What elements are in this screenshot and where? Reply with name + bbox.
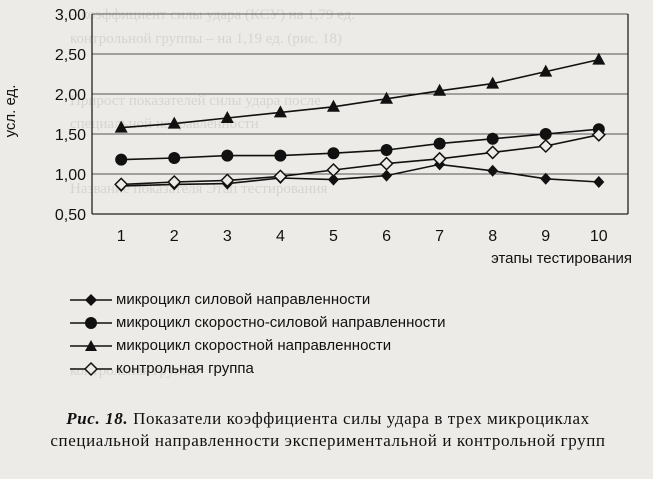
series-line xyxy=(121,58,599,129)
data-point xyxy=(167,116,181,129)
y-tick-label: 1,50 xyxy=(55,127,86,144)
data-point xyxy=(433,83,447,96)
series-line xyxy=(121,134,599,186)
x-tick-label: 2 xyxy=(170,228,179,245)
data-point xyxy=(593,176,605,188)
series-line xyxy=(121,163,599,187)
data-point xyxy=(167,174,182,190)
y-tick-label: 3,00 xyxy=(55,7,86,24)
legend-label: микроцикл силовой направленности xyxy=(116,291,371,308)
data-point xyxy=(326,99,340,112)
x-tick-label: 9 xyxy=(541,228,550,245)
x-tick-label: 3 xyxy=(223,228,232,245)
legend-label: микроцикл скоростно-силовой направленнос… xyxy=(116,314,446,331)
data-point xyxy=(221,149,234,162)
data-point xyxy=(220,173,235,188)
x-tick-label: 4 xyxy=(276,228,285,245)
data-point xyxy=(114,120,128,133)
data-point xyxy=(326,162,341,178)
data-point xyxy=(327,173,339,186)
legend-marker-triangle-filled xyxy=(70,339,112,351)
series-1 xyxy=(115,158,605,192)
x-tick-labels: 1 2 3 4 5 6 7 8 9 10 xyxy=(117,228,608,245)
data-point xyxy=(380,144,393,156)
figure-caption-text: Показатели коэффициента силы удара в тре… xyxy=(50,409,606,450)
x-tick-label: 6 xyxy=(382,228,391,245)
y-tick-label: 2,50 xyxy=(55,47,86,64)
x-tick-label: 8 xyxy=(488,228,497,245)
data-point xyxy=(168,152,181,164)
legend-marker-diamond-open xyxy=(70,361,112,376)
data-point xyxy=(540,172,552,185)
y-tick-label: 2,00 xyxy=(55,87,86,104)
data-point xyxy=(379,156,394,171)
data-point xyxy=(381,169,393,182)
data-point xyxy=(274,149,287,162)
y-tick-labels: 0,50 1,00 1,50 2,00 2,50 3,00 xyxy=(55,7,86,224)
figure-label: Рис. 18. xyxy=(66,409,129,428)
data-point xyxy=(486,132,499,145)
line-chart: 0,50 1,00 1,50 2,00 2,50 3,00 1 2 3 4 5 6 7 8 9 10 усл… xyxy=(2,7,632,267)
legend: микроцикл силовой направленности микроци… xyxy=(70,288,445,380)
legend-label: контрольная группа xyxy=(116,360,254,377)
legend-label: микроцикл скоростной направленности xyxy=(116,337,392,354)
legend-item-power: микроцикл силовой направленности xyxy=(70,288,445,311)
data-point xyxy=(591,127,606,142)
data-point xyxy=(433,137,446,150)
data-point xyxy=(273,169,288,184)
series-3 xyxy=(114,52,606,133)
data-point xyxy=(592,52,606,65)
legend-item-speed: микроцикл скоростной направленности xyxy=(70,334,445,357)
data-point xyxy=(115,153,128,166)
data-point xyxy=(220,111,234,123)
data-point xyxy=(486,76,500,89)
data-point xyxy=(432,151,447,166)
y-tick-label: 1,00 xyxy=(55,167,86,184)
series-group xyxy=(114,52,606,192)
data-point xyxy=(539,128,552,140)
y-axis-label: усл. ед. xyxy=(2,85,19,138)
data-point xyxy=(380,91,394,104)
data-point xyxy=(538,138,553,154)
x-tick-label: 7 xyxy=(435,228,444,245)
x-tick-label: 5 xyxy=(329,228,338,245)
series-line xyxy=(121,128,599,161)
data-point xyxy=(485,145,500,160)
legend-marker-diamond-filled xyxy=(70,293,112,306)
series-2 xyxy=(115,123,605,166)
legend-item-speed-power: микроцикл скоростно-силовой направленнос… xyxy=(70,311,445,334)
data-point xyxy=(487,164,499,177)
x-tick-label: 10 xyxy=(590,228,608,245)
legend-item-control: контрольная группа xyxy=(70,357,445,380)
series-4 xyxy=(114,127,606,192)
data-point xyxy=(539,64,553,77)
y-tick-label: 0,50 xyxy=(55,207,86,224)
axes xyxy=(91,14,629,215)
legend-marker-circle-filled xyxy=(70,316,112,329)
x-tick-label: 1 xyxy=(117,228,126,245)
data-point xyxy=(114,177,129,192)
x-axis-label: этапы тестирования xyxy=(491,250,632,267)
data-point xyxy=(327,147,340,160)
figure-caption: Рис. 18. Показатели коэффициента силы уд… xyxy=(18,408,638,452)
data-point xyxy=(273,105,287,118)
